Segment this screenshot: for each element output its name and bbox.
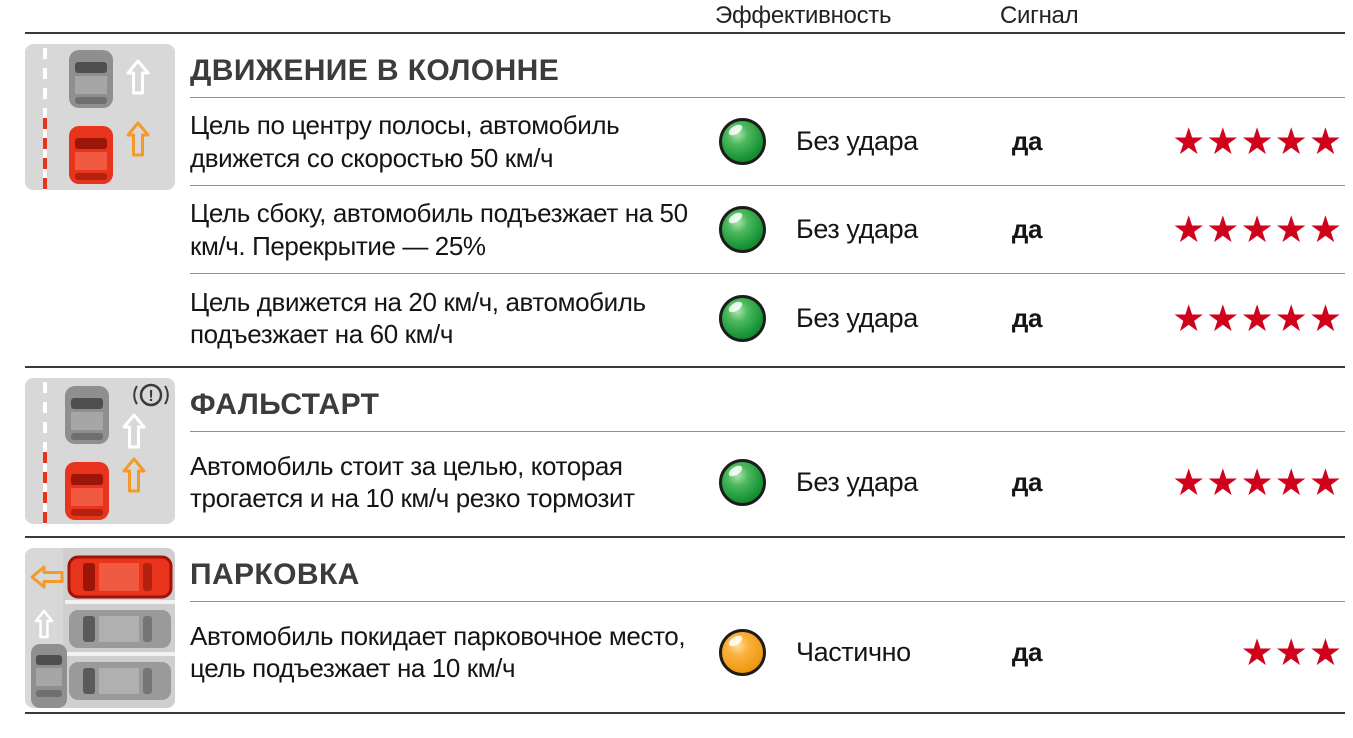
- column-header-effectiveness: Эффективность: [715, 2, 892, 29]
- result-indicator-light: [718, 206, 766, 253]
- test-row: Цель движется на 20 км/ч, автомобиль под…: [190, 274, 1345, 362]
- section-convoy-driving: ДВИЖЕНИЕ В КОЛОННЕ Цель по центру полосы…: [25, 34, 1345, 368]
- test-description: Цель по центру полосы, автомобиль движет…: [190, 110, 620, 173]
- section-title-false-start: ФАЛЬСТАРТ: [190, 374, 1345, 432]
- effectiveness-value: Без удара: [796, 466, 918, 497]
- effectiveness-value: Без удара: [796, 214, 918, 244]
- table-header: Эффективность Сигнал: [25, 0, 1345, 34]
- effectiveness-value: Без удара: [796, 126, 918, 156]
- warning-icon: !: [133, 383, 169, 407]
- convoy-driving-diagram-illustration: [25, 40, 175, 362]
- signal-value: да: [1011, 214, 1043, 244]
- signal-value: да: [1011, 302, 1043, 333]
- signal-value: да: [1011, 126, 1043, 156]
- section-parking: ПАРКОВКА Автомобиль покидает парковочное…: [25, 538, 1345, 714]
- star-rating: ★★★: [1240, 631, 1343, 673]
- star-rating: ★★★★★: [1172, 121, 1343, 162]
- result-indicator-light: [718, 458, 766, 506]
- effectiveness-value: Частично: [796, 636, 911, 667]
- test-description: Цель движется на 20 км/ч, автомобиль под…: [190, 286, 646, 349]
- section-title-convoy: ДВИЖЕНИЕ В КОЛОННЕ: [190, 40, 1345, 98]
- star-rating: ★★★★★: [1172, 297, 1343, 339]
- signal-value: да: [1011, 636, 1043, 667]
- test-results-table: Эффективность Сигнал: [25, 0, 1345, 714]
- test-row: Цель по центру полосы, автомобиль движет…: [190, 98, 1345, 186]
- test-row: Автомобиль покидает парковочное место, ц…: [190, 602, 1345, 702]
- section-title-parking: ПАРКОВКА: [190, 544, 1345, 602]
- test-description: Цель сбоку, автомобиль подъезжает на 50 …: [190, 198, 688, 261]
- star-rating: ★★★★★: [1172, 209, 1343, 250]
- false-start-diagram-illustration: !: [25, 374, 175, 532]
- signal-value: да: [1011, 466, 1043, 497]
- test-description: Автомобиль стоит за целью, которая трога…: [190, 450, 635, 513]
- test-row: Автомобиль стоит за целью, которая трога…: [190, 432, 1345, 532]
- result-indicator-light: [718, 118, 766, 165]
- star-rating: ★★★★★: [1172, 461, 1343, 503]
- section-false-start: !: [25, 368, 1345, 538]
- result-indicator-light: [718, 294, 766, 342]
- test-description: Автомобиль покидает парковочное место, ц…: [190, 620, 686, 683]
- effectiveness-value: Без удара: [796, 302, 918, 333]
- result-indicator-light: [718, 628, 766, 676]
- parking-diagram-illustration: [25, 544, 175, 708]
- column-header-signal: Сигнал: [1000, 2, 1079, 29]
- svg-text:!: !: [148, 388, 153, 405]
- test-row: Цель сбоку, автомобиль подъезжает на 50 …: [190, 186, 1345, 274]
